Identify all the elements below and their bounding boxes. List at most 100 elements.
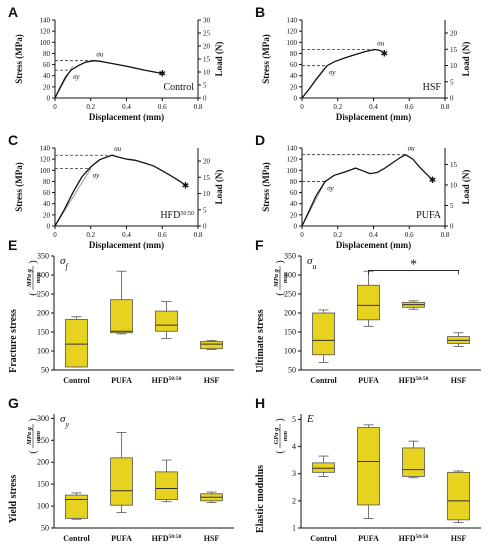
category-label: HFD50:50 (152, 534, 182, 543)
unit-denominator: mm (282, 431, 289, 441)
y-tick-label: 250 (37, 436, 49, 445)
y-tick-label: 140 (287, 17, 298, 25)
unit-denominator: mm (282, 273, 289, 283)
y-tick-label: 100 (37, 347, 49, 356)
sigma-y-label: σy (329, 69, 336, 77)
y-axis-title: Fracture stress (8, 309, 19, 373)
x-tick-label: 0.6 (405, 231, 414, 239)
y-tick-label: 80 (290, 178, 298, 186)
significance-star: * (410, 257, 417, 272)
significance-bracket (368, 270, 459, 275)
x-tick-label: 0.2 (86, 103, 95, 111)
y-tick-label: 120 (287, 28, 298, 36)
fracture-marker: ✱ (182, 180, 190, 190)
y-right-tick-label: 10 (450, 181, 458, 189)
y-tick-label: 120 (40, 156, 51, 164)
box-iqr (312, 312, 335, 356)
y-right-tick-label: 5 (450, 78, 454, 86)
y-right-tick-label: 0 (450, 223, 454, 231)
y-tick-label: 200 (37, 458, 49, 467)
box-iqr (65, 319, 88, 368)
x-tick-label: 0.8 (441, 231, 450, 239)
y-tick-label: 20 (43, 211, 51, 219)
superscript: 50:50 (169, 534, 182, 540)
y-tick-label: 50 (41, 366, 49, 375)
category-label: Control (63, 376, 90, 385)
panel-letter: F (255, 237, 264, 253)
panel-A: A 0 20 40 60 80 100 120 140 0 5 10 15 20 25 30 0 0.2 0.4 0.… (8, 4, 224, 122)
group-label: HFD50:50 (160, 210, 194, 221)
y-tick-label: 0 (294, 223, 298, 231)
unit-paren-open: ( (28, 450, 39, 454)
unit-paren-open: ( (275, 450, 286, 454)
y-axis-unit: MPa g mm () (26, 418, 42, 453)
y-tick-label: 140 (40, 17, 51, 25)
unit-denominator: mm (35, 431, 42, 441)
metric-symbol: E (306, 413, 314, 425)
category-label: HSF (451, 376, 467, 385)
y-tick-label: 300 (284, 271, 296, 280)
y-axis-title: Ultimate stress (255, 309, 266, 373)
y-right-tick-label: 15 (203, 56, 211, 64)
y-tick-label: 4 (292, 442, 296, 451)
box-iqr (65, 494, 88, 519)
panel-letter: D (255, 132, 265, 148)
sigma-u-label: σu (96, 51, 103, 59)
y-right-tick-label: 10 (203, 190, 211, 198)
y-right-tick-label: 20 (450, 30, 458, 38)
sigma-u-label: σu (377, 40, 384, 48)
y-tick-label: 40 (290, 200, 298, 208)
y-tick-label: 20 (43, 83, 51, 91)
unit-paren-close: ) (28, 260, 39, 263)
x-tick-label: 0.6 (158, 231, 167, 239)
category-label: HSF (204, 376, 220, 385)
y-right-tick-label: 10 (203, 69, 211, 77)
superscript: 50:50 (416, 534, 429, 540)
metric-symbol: σu (307, 255, 316, 271)
y-tick-label: 50 (41, 524, 49, 533)
y-axis-title-right: Load (N) (461, 170, 471, 205)
y-tick-label: 40 (43, 72, 51, 80)
x-tick-label: 0.2 (86, 231, 95, 239)
y-right-tick-label: 15 (203, 174, 211, 182)
y-axis-unit: GPa g mm () (273, 418, 289, 453)
x-tick-label: 0.6 (158, 103, 167, 111)
sigma-u-label: σu (408, 145, 415, 153)
unit-numerator: MPa g (273, 268, 280, 288)
y-axis-title-right: Load (N) (214, 42, 224, 77)
panel-E: E 50 100 150 200 250 300 350 σf Fracture stress MP… (8, 237, 234, 385)
x-tick-label: 0.4 (369, 231, 378, 239)
stress-displacement-curve (301, 48, 385, 99)
y-tick-label: 60 (43, 189, 51, 197)
y-tick-label: 200 (37, 309, 49, 318)
y-tick-label: 140 (40, 145, 51, 153)
stress-displacement-curve (54, 60, 163, 99)
group-label: PUFA (416, 210, 442, 221)
y-right-tick-label: 0 (203, 95, 207, 103)
unit-numerator: MPa g (26, 426, 33, 446)
y-tick-label: 80 (43, 50, 51, 58)
x-tick-label: 0.8 (441, 103, 450, 111)
x-axis-title: Displacement (mm) (89, 112, 164, 122)
group-label: HSF (423, 82, 442, 93)
panel-letter: G (8, 395, 19, 411)
y-right-tick-label: 5 (203, 82, 207, 90)
y-axis-title: Elastic modulus (255, 465, 266, 533)
y-right-tick-label: 0 (203, 223, 207, 231)
box-iqr (200, 341, 223, 350)
y-tick-label: 0 (47, 223, 51, 231)
superscript: 50:50 (169, 376, 182, 382)
panel-letter: B (255, 4, 265, 20)
y-tick-label: 0 (294, 95, 298, 103)
y-tick-label: 2 (292, 496, 296, 505)
box-iqr (312, 462, 335, 473)
x-axis-title: Displacement (mm) (89, 240, 164, 250)
metric-symbol: σy (60, 413, 69, 429)
y-axis-title: Stress (MPa) (14, 162, 24, 212)
y-tick-label: 350 (37, 252, 49, 261)
y-tick-label: 40 (290, 72, 298, 80)
x-tick-label: 0.8 (194, 103, 203, 111)
y-right-tick-label: 20 (203, 158, 211, 166)
panel-D: D 0 20 40 60 80 100 120 140 0 5 10 15 0 0.2 0.4 0.6 0.8 Di… (255, 132, 471, 250)
